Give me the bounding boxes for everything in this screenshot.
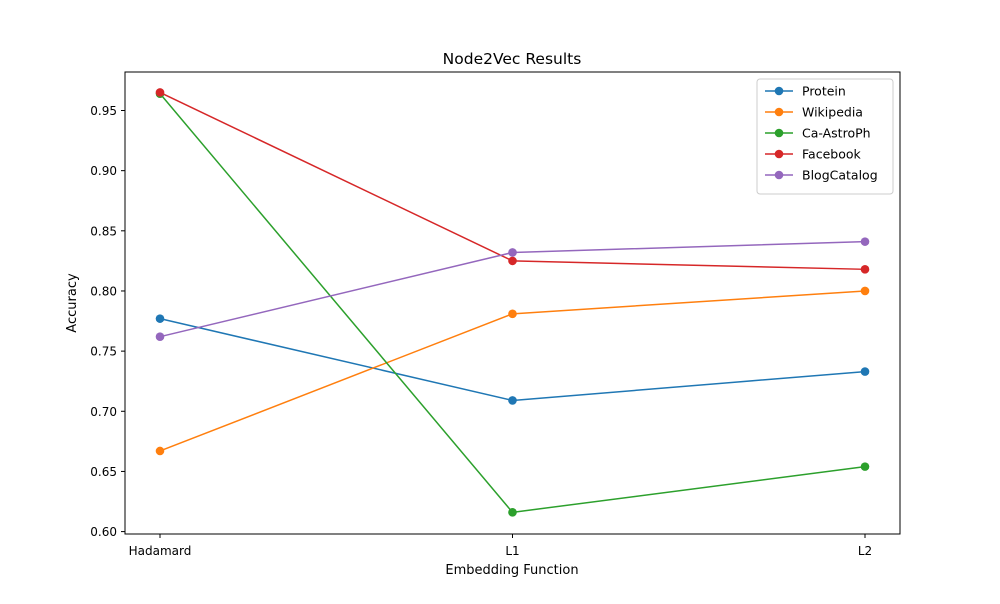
- x-tick-label: Hadamard: [129, 544, 192, 558]
- legend-swatch-marker: [774, 149, 784, 159]
- y-tick-label: 0.90: [90, 164, 117, 178]
- legend-item: Wikipedia: [765, 105, 863, 120]
- data-point: [860, 286, 870, 296]
- legend-label: Protein: [802, 84, 846, 99]
- data-point: [508, 396, 517, 405]
- legend-item: Protein: [765, 84, 846, 99]
- x-tick-label: L1: [505, 544, 519, 558]
- y-tick-label: 0.85: [90, 224, 117, 238]
- y-axis-title: Accuracy: [65, 273, 80, 333]
- legend-label: Facebook: [802, 147, 861, 162]
- legend-label: Ca-AstroPh: [802, 126, 871, 141]
- series-blogcatalog: [155, 237, 870, 341]
- y-tick-label: 0.95: [90, 104, 117, 118]
- legend-item: Facebook: [765, 147, 861, 162]
- data-point: [155, 314, 165, 323]
- plot-area: [155, 88, 870, 517]
- data-point: [860, 462, 870, 471]
- chart-title: Node2Vec Results: [443, 50, 582, 68]
- data-point: [508, 309, 517, 319]
- legend-swatch-marker: [774, 170, 784, 180]
- legend-item: BlogCatalog: [765, 168, 878, 183]
- series-protein: [155, 314, 870, 405]
- legend-swatch-marker: [774, 128, 784, 138]
- data-point: [860, 265, 870, 274]
- legend: Protein Wikipedia Ca-AstroPh Facebook BlogCa…: [756, 78, 894, 195]
- y-tick-label: 0.65: [90, 465, 117, 479]
- axes: 0.60 0.65 0.70 0.75 0.80 0.85 0.90 0.95 Hadamard…: [90, 71, 901, 558]
- data-point: [508, 248, 517, 257]
- data-point: [155, 446, 165, 456]
- series-facebook: [155, 88, 870, 274]
- x-axis-title: Embedding Function: [445, 563, 578, 578]
- y-tick-label: 0.80: [90, 284, 117, 298]
- series-wikipedia: [155, 286, 870, 456]
- legend-swatch-marker: [774, 107, 784, 117]
- legend-label: Wikipedia: [802, 105, 863, 120]
- legend-swatch-marker: [774, 86, 784, 96]
- legend-label: BlogCatalog: [802, 168, 878, 183]
- y-tick-label: 0.75: [90, 345, 117, 359]
- y-tick-label: 0.60: [90, 525, 117, 539]
- x-tick-label: L2: [858, 544, 872, 558]
- series-line: [159, 317, 866, 402]
- data-point: [155, 332, 165, 341]
- legend-box: [756, 78, 894, 195]
- data-point: [155, 88, 165, 97]
- data-point: [860, 237, 870, 246]
- data-point: [508, 508, 517, 517]
- data-point: [860, 367, 870, 376]
- y-tick-label: 0.70: [90, 405, 117, 419]
- data-point: [508, 256, 517, 266]
- legend-item: Ca-AstroPh: [765, 126, 871, 141]
